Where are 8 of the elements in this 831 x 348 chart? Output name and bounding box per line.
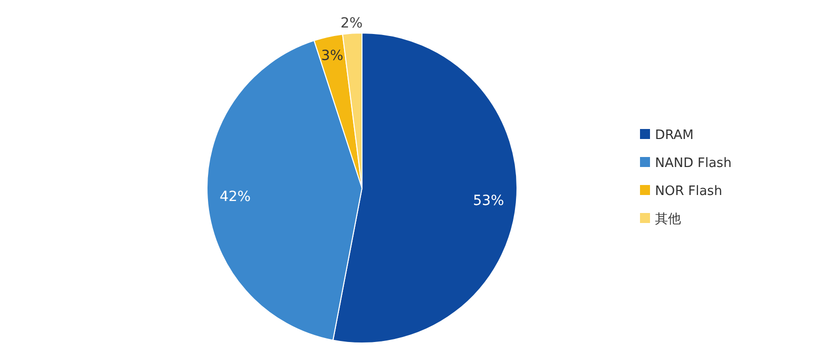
data-label: 42% [220,188,251,205]
legend-label: NOR Flash [655,184,722,199]
data-label: 2% [340,15,363,32]
legend-label: NAND Flash [655,156,732,171]
legend-label: DRAM [655,128,694,143]
legend-label: 其他 [655,212,681,227]
data-label: 3% [321,48,344,64]
data-label: 53% [472,192,504,209]
